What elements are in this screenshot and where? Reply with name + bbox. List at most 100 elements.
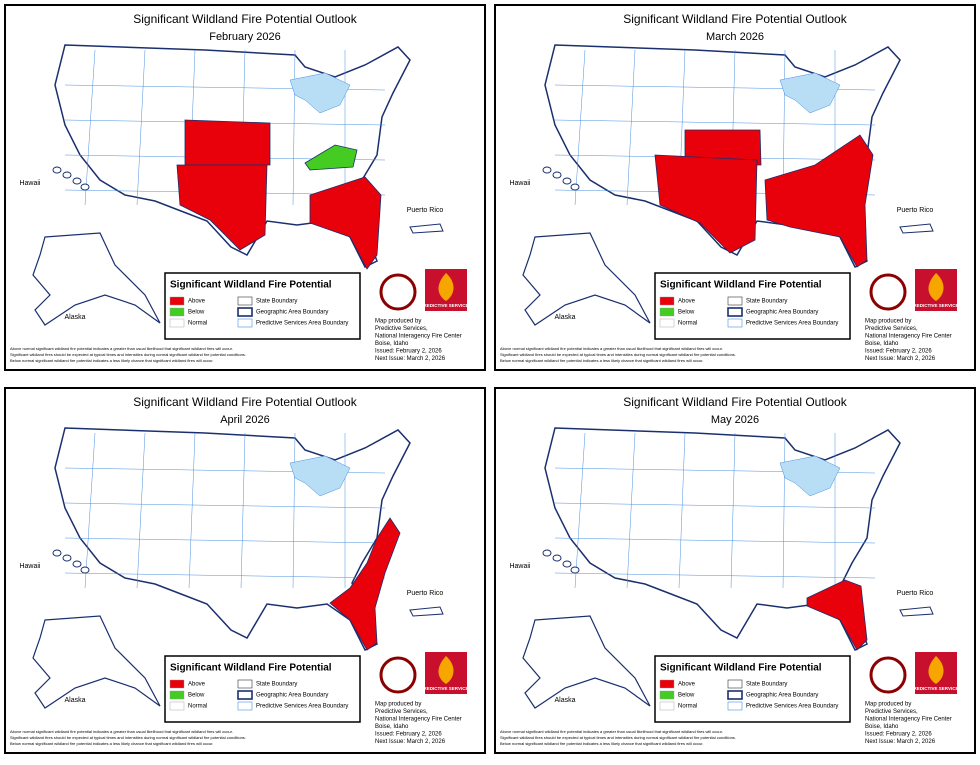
legend-item: State Boundary: [256, 682, 297, 688]
note-line: Above normal significant wildland fire p…: [10, 729, 233, 734]
ps-logo-text: PREDICTIVE SERVICES: [421, 686, 472, 691]
legend-swatch: [659, 307, 675, 317]
legend: Significant Wildland Fire Potential Above…: [164, 272, 361, 340]
panel-subtitle: February 2026: [209, 31, 281, 43]
legend-swatch: [237, 307, 253, 317]
state-line: [136, 432, 146, 589]
state-line: [136, 49, 146, 206]
place-label: Hawaii: [19, 563, 40, 570]
legend-box: [164, 272, 361, 340]
legend-item: Above: [188, 299, 206, 305]
producer-line: Predictive Services,: [375, 326, 428, 332]
legend-item: Normal: [188, 704, 207, 710]
note-line: Significant wildland fires should be exp…: [500, 735, 736, 740]
legend-item: Predictive Services Area Boundary: [256, 704, 348, 710]
puerto-rico: [409, 606, 444, 617]
producer-line: Boise, Idaho: [865, 724, 899, 730]
producer-line: Boise, Idaho: [375, 724, 409, 730]
legend-item: Above: [678, 299, 696, 305]
state-line: [64, 572, 386, 579]
producer-line: National Interagency Fire Center: [375, 334, 462, 340]
producer-line: Issued: February 2, 2026: [375, 349, 442, 355]
alaska-map: [32, 232, 161, 326]
place-label: Hawaii: [509, 180, 530, 187]
below-area: [304, 144, 358, 171]
producer-line: Issued: February 2, 2026: [375, 732, 442, 738]
panel-subtitle: March 2026: [706, 31, 764, 43]
hawaii-island: [72, 560, 82, 568]
producer-line: Boise, Idaho: [865, 341, 899, 347]
legend-item: Geographic Area Boundary: [746, 310, 818, 316]
state-line: [84, 432, 96, 589]
panel-title: Significant Wildland Fire Potential Outl…: [133, 395, 357, 409]
legend-swatch: [169, 679, 185, 689]
great-lakes: [289, 72, 351, 114]
nifc-seal: [869, 656, 907, 694]
state-line: [554, 502, 876, 509]
state-line: [626, 49, 636, 206]
producer-line: Map produced by: [375, 702, 421, 708]
producer-line: Next Issue: March 2, 2026: [375, 356, 446, 362]
ps-logo-text: PREDICTIVE SERVICES: [421, 303, 472, 308]
hawaii-island: [570, 566, 580, 574]
legend-item: Below: [188, 693, 205, 699]
above-area: [684, 129, 762, 166]
place-label: Alaska: [64, 314, 85, 321]
legend-box: [654, 272, 851, 340]
producer-line: National Interagency Fire Center: [865, 717, 952, 723]
legend-item: Normal: [678, 321, 697, 327]
ps-flame: [928, 273, 944, 301]
note-line: Significant wildland fires should be exp…: [10, 735, 246, 740]
state-line: [64, 502, 386, 509]
panel-title: Significant Wildland Fire Potential Outl…: [623, 395, 847, 409]
legend-item: State Boundary: [746, 299, 787, 305]
hawaii-island: [552, 554, 562, 562]
state-line: [554, 572, 876, 579]
place-label: Alaska: [554, 314, 575, 321]
legend-item: Geographic Area Boundary: [256, 693, 328, 699]
state-line: [188, 432, 196, 589]
legend-swatch: [727, 679, 743, 689]
legend-item: Predictive Services Area Boundary: [256, 321, 348, 327]
legend-item: Below: [678, 310, 695, 316]
legend-item: Normal: [678, 704, 697, 710]
panel-title: Significant Wildland Fire Potential Outl…: [623, 12, 847, 26]
note-line: Below normal significant wildland fire p…: [10, 741, 213, 746]
hawaii-island: [562, 560, 572, 568]
producer-line: Next Issue: March 2, 2026: [865, 356, 936, 362]
producer-line: Next Issue: March 2, 2026: [865, 739, 936, 745]
legend-swatch: [169, 318, 185, 328]
map-panel: Significant Wildland Fire Potential Outl…: [494, 387, 976, 754]
panel-title: Significant Wildland Fire Potential Outl…: [133, 12, 357, 26]
panel-subtitle: May 2026: [711, 414, 759, 426]
note-line: Above normal significant wildland fire p…: [500, 729, 723, 734]
legend-box: [654, 655, 851, 723]
producer-line: Predictive Services,: [865, 326, 918, 332]
panel-subtitle: April 2026: [220, 414, 270, 426]
state-line: [292, 432, 296, 589]
state-line: [730, 432, 736, 589]
hawaii-island: [570, 183, 580, 191]
map-panel: Significant Wildland Fire Potential Outl…: [4, 4, 486, 371]
legend-item: Below: [188, 310, 205, 316]
above-area: [654, 154, 758, 254]
legend-title: Significant Wildland Fire Potential: [170, 280, 332, 291]
state-line: [626, 432, 636, 589]
hawaii-island: [80, 183, 90, 191]
legend-item: State Boundary: [256, 299, 297, 305]
producer-line: Predictive Services,: [865, 709, 918, 715]
state-line: [782, 432, 786, 589]
legend-item: Normal: [188, 321, 207, 327]
ps-logo-text: PREDICTIVE SERVICES: [911, 686, 962, 691]
producer-line: Next Issue: March 2, 2026: [375, 739, 446, 745]
producer-line: Map produced by: [375, 319, 421, 325]
producer-line: Predictive Services,: [375, 709, 428, 715]
note-line: Significant wildland fires should be exp…: [500, 352, 736, 357]
producer-line: Map produced by: [865, 319, 911, 325]
legend-swatch: [727, 690, 743, 700]
legend-item: Geographic Area Boundary: [256, 310, 328, 316]
hawaii-island: [52, 549, 62, 557]
producer-line: National Interagency Fire Center: [865, 334, 952, 340]
state-line: [240, 432, 246, 589]
hawaii-island: [72, 177, 82, 185]
